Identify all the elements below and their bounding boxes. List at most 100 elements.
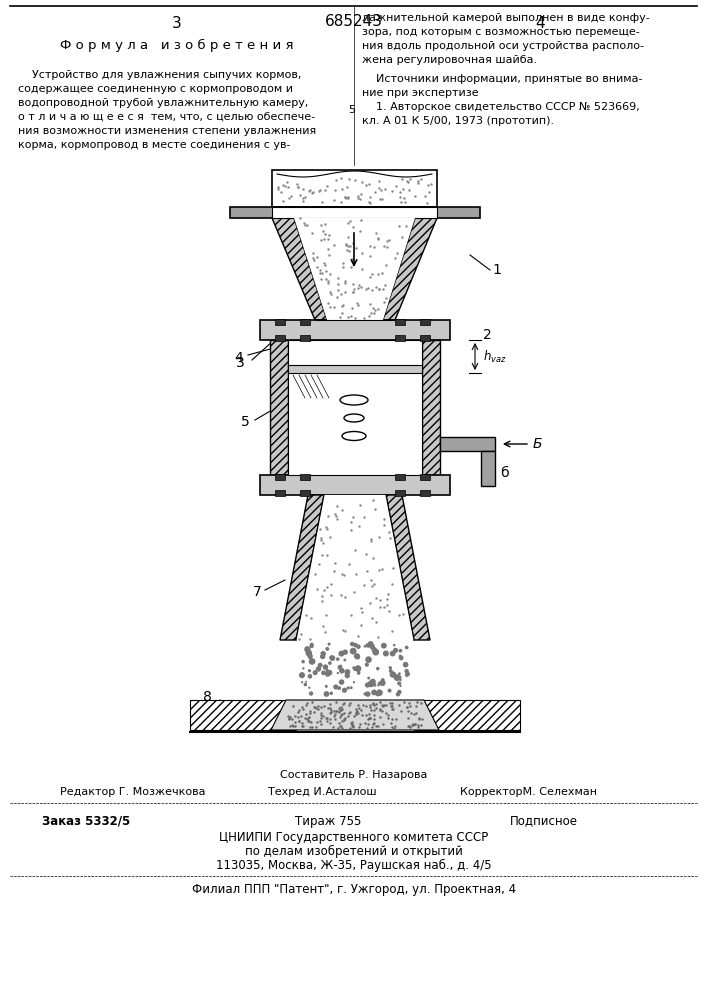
Circle shape	[378, 682, 381, 685]
Bar	[420, 474, 430, 480]
Bar	[420, 335, 430, 341]
Circle shape	[354, 653, 360, 659]
Circle shape	[354, 645, 356, 647]
Circle shape	[316, 666, 321, 672]
Text: кл. А 01 К 5/00, 1973 (прототип).: кл. А 01 К 5/00, 1973 (прототип).	[362, 116, 554, 126]
Circle shape	[398, 672, 401, 675]
Circle shape	[327, 643, 331, 646]
Circle shape	[320, 654, 325, 659]
Circle shape	[337, 672, 339, 674]
Circle shape	[403, 662, 409, 667]
Circle shape	[344, 659, 346, 661]
Circle shape	[399, 649, 402, 653]
Circle shape	[299, 672, 305, 678]
Text: 4: 4	[535, 16, 545, 31]
Circle shape	[381, 643, 387, 649]
Circle shape	[317, 663, 322, 668]
Text: жена регулировочная шайба.: жена регулировочная шайба.	[362, 55, 537, 65]
Circle shape	[354, 643, 358, 647]
Circle shape	[396, 692, 400, 696]
Circle shape	[321, 651, 325, 655]
Circle shape	[320, 652, 323, 654]
Bar	[230, 207, 480, 218]
Text: 8: 8	[203, 690, 212, 704]
Circle shape	[309, 658, 315, 665]
Circle shape	[325, 647, 329, 651]
Text: Ф о р м у л а   и з о б р е т е н и я: Ф о р м у л а и з о б р е т е н и я	[60, 38, 293, 52]
Bar	[260, 320, 450, 340]
Bar	[420, 319, 430, 325]
Circle shape	[368, 681, 374, 687]
Text: 3: 3	[236, 356, 245, 370]
Circle shape	[336, 657, 339, 661]
Polygon shape	[422, 340, 440, 475]
Circle shape	[325, 671, 331, 677]
Bar	[300, 490, 310, 496]
Bar	[275, 474, 285, 480]
Circle shape	[310, 644, 314, 648]
Circle shape	[329, 692, 333, 695]
Circle shape	[394, 674, 401, 681]
Circle shape	[329, 655, 334, 660]
Text: 4: 4	[234, 351, 243, 365]
Circle shape	[365, 663, 369, 667]
Circle shape	[337, 665, 342, 670]
Circle shape	[389, 666, 392, 670]
Bar	[260, 475, 450, 495]
Bar	[275, 335, 285, 341]
Circle shape	[377, 690, 381, 694]
Circle shape	[381, 678, 385, 682]
Circle shape	[393, 648, 398, 653]
Bar	[272, 170, 437, 207]
Circle shape	[397, 690, 402, 694]
Circle shape	[339, 665, 342, 668]
Text: Устройство для увлажнения сыпучих кормов,: Устройство для увлажнения сыпучих кормов…	[18, 70, 301, 80]
Circle shape	[303, 683, 307, 686]
Polygon shape	[481, 451, 495, 486]
Circle shape	[357, 672, 361, 675]
Circle shape	[301, 681, 303, 683]
Circle shape	[308, 654, 312, 659]
Circle shape	[339, 679, 344, 685]
Text: ЦНИИПИ Государственного комитета СССР: ЦНИИПИ Государственного комитета СССР	[219, 830, 489, 844]
Bar	[300, 335, 310, 341]
Text: корма, кормопровод в месте соединения с ув-: корма, кормопровод в месте соединения с …	[18, 140, 291, 150]
Circle shape	[310, 643, 314, 646]
Circle shape	[387, 689, 392, 693]
Text: о т л и ч а ю щ е е с я  тем, что, с целью обеспече-: о т л и ч а ю щ е е с я тем, что, с цель…	[18, 112, 315, 122]
Circle shape	[353, 681, 355, 683]
Circle shape	[339, 651, 344, 657]
Circle shape	[399, 679, 402, 681]
Text: водопроводной трубой увлажнительную камеру,: водопроводной трубой увлажнительную каме…	[18, 98, 308, 108]
Circle shape	[319, 665, 321, 667]
Circle shape	[342, 649, 348, 655]
Circle shape	[321, 651, 326, 656]
Circle shape	[399, 656, 404, 660]
Polygon shape	[386, 495, 430, 640]
Text: 3: 3	[172, 16, 182, 31]
Text: Составитель Р. Назарова: Составитель Р. Назарова	[280, 770, 428, 780]
Circle shape	[325, 669, 329, 672]
Text: 685243: 685243	[325, 14, 383, 29]
Bar	[288, 340, 422, 475]
Circle shape	[376, 667, 380, 670]
Bar	[395, 319, 405, 325]
Text: 1: 1	[492, 263, 501, 277]
Polygon shape	[383, 218, 437, 320]
Text: 7: 7	[253, 585, 262, 599]
Circle shape	[380, 681, 383, 685]
Text: содержащее соединенную с кормопроводом и: содержащее соединенную с кормопроводом и	[18, 84, 293, 94]
Bar	[395, 335, 405, 341]
Circle shape	[312, 670, 317, 675]
Circle shape	[399, 655, 402, 658]
Polygon shape	[272, 218, 327, 320]
Text: зора, под которым с возможностью перемеще-: зора, под которым с возможностью перемещ…	[362, 27, 640, 37]
Circle shape	[321, 670, 326, 675]
Circle shape	[308, 674, 312, 679]
Text: Тираж 755: Тираж 755	[295, 814, 361, 828]
Text: ния возможности изменения степени увлажнения: ния возможности изменения степени увлажн…	[18, 126, 316, 136]
Text: б: б	[500, 466, 508, 480]
Polygon shape	[280, 495, 324, 640]
Circle shape	[325, 693, 327, 696]
Circle shape	[305, 681, 307, 683]
